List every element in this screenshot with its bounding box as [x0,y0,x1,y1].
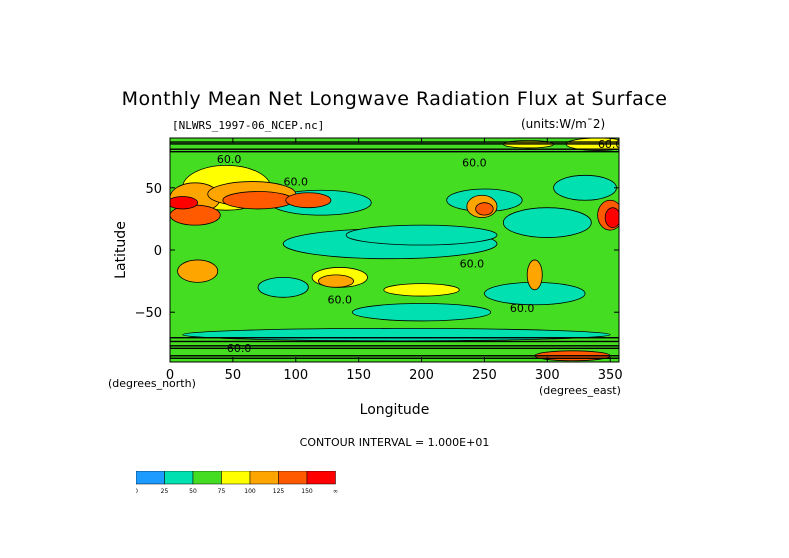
colorbar-level-label: 75 [218,488,226,495]
field-region [475,202,494,216]
x-tick-label: 250 [472,368,497,383]
y-tick-label: −50 [135,306,162,321]
field-region [222,191,294,210]
colorbar-level-label: 50 [189,488,197,495]
colorbar-level-label: 100 [244,488,256,495]
plot-area: 60.0 60.0 60.0 60.0 60.0 60.0 60.0 60.0 [170,138,623,362]
x-tick-label: 350 [598,368,623,383]
x-tick-label: 100 [283,368,308,383]
field-region [351,303,492,322]
field-region [182,327,611,342]
x-tick-label: 0 [166,368,174,383]
colorbar-swatch [192,471,222,485]
lon-unit-label: (degrees_east) [539,384,621,397]
contour-band [170,337,619,343]
field-region [604,207,619,228]
contour-label: 60.0 [598,138,623,151]
field-region [553,174,617,201]
x-tick-label: 200 [409,368,434,383]
file-label: [NLWRS_1997-06_NCEP.nc] [172,119,325,132]
colorbar-swatch [164,471,194,485]
contour-band [170,141,619,145]
contour-band [170,148,619,153]
contour-label: 60.0 [462,157,487,170]
colorbar-level-label: 125 [273,488,285,495]
colorbar-level-label: 150 [301,488,313,495]
colorbar-swatch [306,471,336,485]
contour-interval-label: CONTOUR INTERVAL = 1.000E+01 [299,436,490,449]
field-region [318,274,355,288]
colorbar-swatch [221,471,251,485]
field-region [170,196,199,210]
field-region [345,224,498,246]
y-tick-label: 50 [145,182,162,197]
x-tick-label: 50 [225,368,242,383]
colorbar-legend: 0 25 50 75 100 125 150 ∞ [136,471,338,495]
contour-label: 60.0 [460,257,485,270]
contour-label: 60.0 [284,175,309,188]
x-tick-label: 150 [346,368,371,383]
contour-label: 60.0 [227,342,252,355]
field-region [257,276,309,298]
contour-label: 60.0 [510,302,535,315]
contour-band [170,355,619,359]
x-tick-label: 300 [535,368,560,383]
colorbar-swatch [278,471,308,485]
field-region [285,192,332,209]
colorbar-level-label: ∞ [333,488,338,495]
field-region [502,207,592,238]
lat-unit-label: (degrees_north) [108,377,196,390]
colorbar-level-label: 0 [136,488,138,495]
field-region [526,259,543,291]
contour-band [170,345,619,350]
colorbar-swatch [136,471,165,485]
colorbar-swatch [249,471,279,485]
contour-label: 60.0 [217,153,242,166]
field-region [383,283,460,297]
field-region [177,259,219,283]
chart-title: Monthly Mean Net Longwave Radiation Flux… [121,88,668,110]
units-label: (units:W/m¯2) [521,117,606,131]
y-tick-label: 0 [154,244,162,259]
contour-label: 60.0 [328,294,353,307]
x-axis-label: Longitude [359,402,430,418]
colorbar-level-label: 25 [161,488,169,495]
